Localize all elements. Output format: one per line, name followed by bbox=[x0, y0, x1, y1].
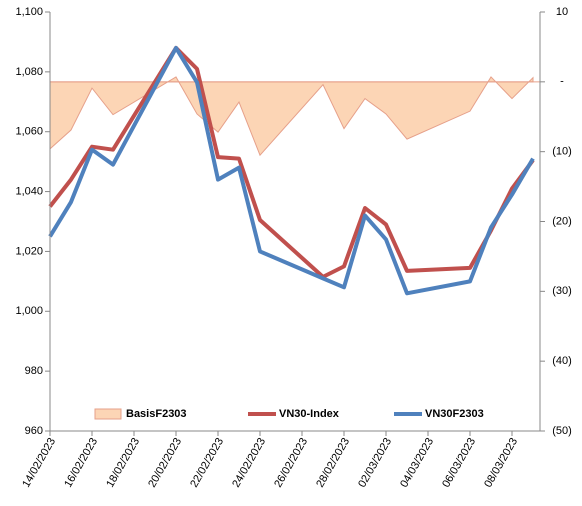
x-tick-label: 02/03/2023 bbox=[356, 436, 394, 490]
legend-swatch bbox=[94, 408, 122, 420]
x-tick-label: 06/03/2023 bbox=[440, 436, 478, 490]
y-tick-label: 1,100 bbox=[15, 6, 43, 18]
legend: BasisF2303 VN30-Index VN30F2303 bbox=[94, 408, 484, 420]
line bbox=[48, 45, 535, 279]
y-tick-label: 1,000 bbox=[15, 305, 43, 317]
x-tick-label: 18/02/2023 bbox=[104, 436, 142, 490]
x-tick-label: 14/02/2023 bbox=[20, 436, 58, 490]
y2-tick-label: (40) bbox=[552, 355, 572, 367]
x-tick-label: 16/02/2023 bbox=[62, 436, 100, 490]
y2-tick-label: (30) bbox=[552, 285, 572, 297]
y2-tick-label: (10) bbox=[552, 146, 572, 158]
y-tick-label: 1,020 bbox=[15, 245, 43, 257]
y2-tick-label: (50) bbox=[552, 425, 572, 437]
legend-label: BasisF2303 bbox=[126, 408, 187, 420]
x-tick-label: 04/03/2023 bbox=[398, 436, 436, 490]
y2-tick-label: 10 bbox=[556, 6, 568, 18]
legend-label: VN30F2303 bbox=[425, 408, 484, 420]
x-tick-label: 08/03/2023 bbox=[482, 436, 520, 490]
y-tick-label: 1,040 bbox=[15, 185, 43, 197]
x-tick-label: 20/02/2023 bbox=[146, 436, 184, 490]
y2-tick-label: - bbox=[560, 76, 564, 88]
x-tick-label: 22/02/2023 bbox=[188, 436, 226, 490]
x-tick-label: 26/02/2023 bbox=[272, 436, 310, 490]
area bbox=[49, 76, 534, 157]
y-tick-label: 960 bbox=[25, 425, 43, 437]
line bbox=[48, 45, 535, 296]
legend-label: VN30-Index bbox=[279, 408, 340, 420]
x-tick-label: 24/02/2023 bbox=[230, 436, 268, 490]
y-tick-label: 1,080 bbox=[15, 66, 43, 78]
y-tick-label: 1,060 bbox=[15, 126, 43, 138]
y-tick-label: 980 bbox=[25, 365, 43, 377]
y2-tick-label: (20) bbox=[552, 215, 572, 227]
x-tick-label: 28/02/2023 bbox=[314, 436, 352, 490]
